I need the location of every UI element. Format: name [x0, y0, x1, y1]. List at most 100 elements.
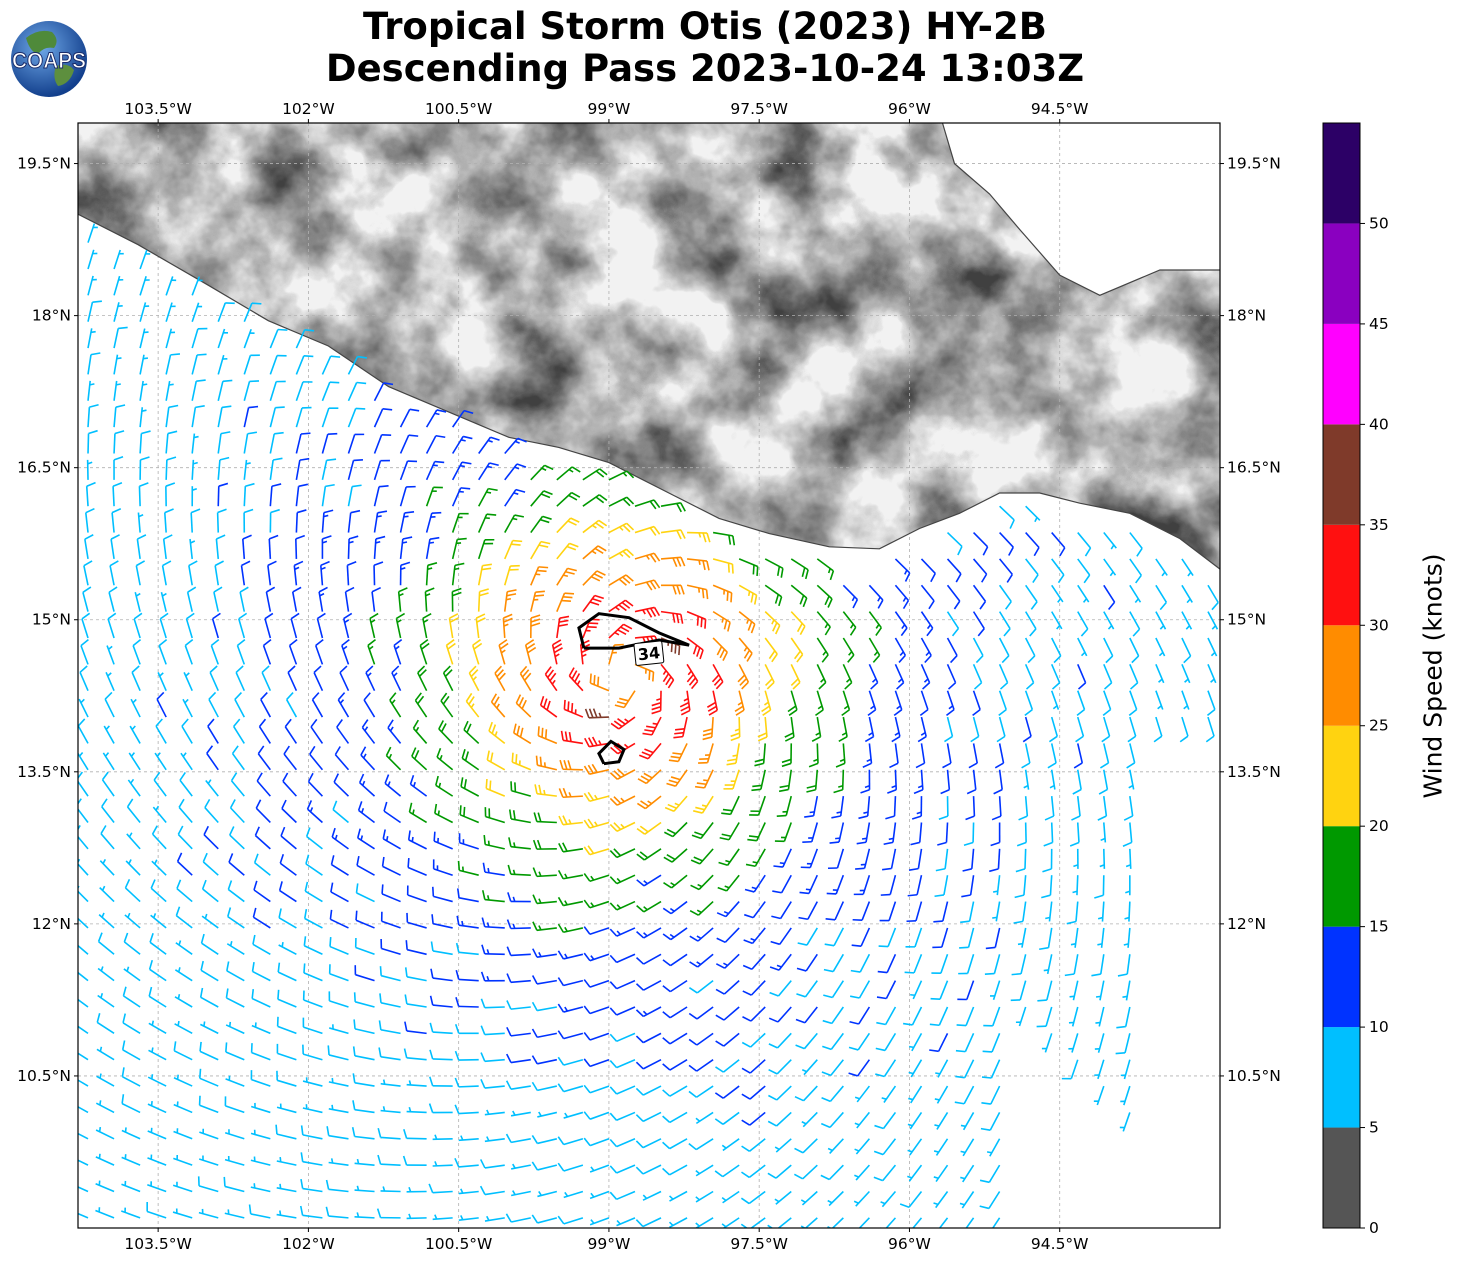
wind-barb [229, 799, 245, 824]
wind-barb [172, 1181, 193, 1193]
wind-barb [787, 690, 798, 716]
wind-barb [180, 752, 193, 771]
wind-barb [191, 459, 198, 480]
wind-barb [357, 801, 376, 824]
wind-barb [662, 953, 688, 967]
wind-barb [868, 584, 884, 609]
wind-barb [741, 1032, 766, 1048]
wind-barb [252, 907, 271, 929]
wind-barb [790, 558, 809, 580]
wind-barb [507, 864, 531, 877]
wind-barb [215, 534, 226, 559]
wind-barb [797, 927, 818, 946]
wind-barb [531, 1081, 558, 1092]
wind-barb [475, 613, 486, 639]
wind-barb [609, 1164, 636, 1174]
wind-barb [78, 1079, 89, 1087]
wind-barb [557, 923, 584, 934]
wind-barb [97, 932, 115, 955]
wind-barb [767, 1164, 792, 1179]
wind-barb [556, 491, 581, 507]
wind-barb [721, 1138, 740, 1152]
wind-barb [189, 538, 196, 560]
colorbar-tick-label: 10 [1369, 1018, 1389, 1036]
wind-barb [636, 927, 662, 939]
wind-barb [176, 879, 193, 903]
wind-barb [955, 1033, 975, 1053]
wind-barb [113, 430, 125, 454]
wind-barb [972, 664, 983, 690]
wind-barb [373, 535, 386, 559]
wind-barb [875, 1032, 897, 1052]
wind-barb [634, 552, 661, 563]
wind-barb [609, 1085, 636, 1095]
wind-barb [399, 511, 415, 533]
wind-barb [217, 379, 233, 401]
wind-barb [287, 665, 298, 692]
wind-barb [944, 716, 954, 743]
wind-barb [784, 716, 795, 742]
wind-barb [313, 665, 324, 692]
wind-barb [662, 900, 688, 915]
wind-barb [894, 611, 908, 637]
wind-barb [557, 950, 584, 960]
colorbar-bin [1323, 1027, 1360, 1128]
wind-barb [156, 691, 167, 718]
wind-barb [333, 773, 350, 797]
wind-barb [264, 612, 274, 639]
wind-barb [504, 488, 526, 507]
wind-barb [99, 858, 115, 876]
wind-barb [205, 779, 219, 797]
wind-barb [737, 663, 750, 690]
wind-barb [227, 907, 245, 929]
wind-barb [544, 666, 558, 692]
wind-barb [738, 584, 758, 605]
wind-barb [334, 746, 350, 771]
wind-barb [891, 716, 901, 743]
wind-barb [662, 1032, 688, 1045]
wind-barb [1129, 611, 1141, 637]
wind-barb [451, 461, 472, 481]
wind-barb [990, 822, 1001, 847]
wind-barb [300, 1125, 323, 1140]
wind-barb [504, 539, 523, 560]
wind-barb [327, 1045, 349, 1061]
wind-barb [741, 1111, 766, 1126]
wind-barb [1120, 1085, 1131, 1106]
wind-barb [956, 1006, 975, 1027]
wind-barb [634, 499, 661, 510]
wind-barb [429, 1076, 453, 1087]
wind-barb [302, 1017, 323, 1035]
wind-barb [1043, 822, 1054, 847]
wind-barb [1129, 532, 1143, 557]
wind-barb [412, 719, 428, 744]
wind-barb [341, 639, 350, 665]
wind-barb [181, 718, 193, 744]
wind-barb [583, 873, 610, 882]
colorbar-tick-label: 45 [1369, 315, 1389, 333]
wind-barb [191, 302, 203, 322]
wind-barb [284, 718, 298, 744]
wind-barb [557, 1030, 584, 1040]
wind-barb [1125, 875, 1131, 896]
wind-barb [1037, 980, 1053, 1002]
wind-barb [510, 1110, 531, 1117]
wind-barb [582, 594, 604, 613]
wind-barb [243, 302, 262, 323]
wind-barb [965, 1217, 975, 1228]
wind-barb [325, 1179, 349, 1193]
wind-barb [609, 821, 636, 832]
wind-barb [589, 1217, 610, 1226]
wind-barb [802, 822, 819, 843]
wind-barb [242, 534, 252, 559]
wind-barb [235, 665, 246, 692]
wind-barb [556, 592, 575, 612]
wind-barb [300, 1152, 323, 1166]
wind-barb [794, 1085, 818, 1102]
wind-barb [253, 880, 271, 903]
wind-barb [100, 825, 115, 850]
wind-barb [1021, 743, 1031, 769]
wind-barb [933, 1138, 949, 1156]
wind-barb [451, 435, 473, 454]
wind-barb [376, 1208, 401, 1219]
